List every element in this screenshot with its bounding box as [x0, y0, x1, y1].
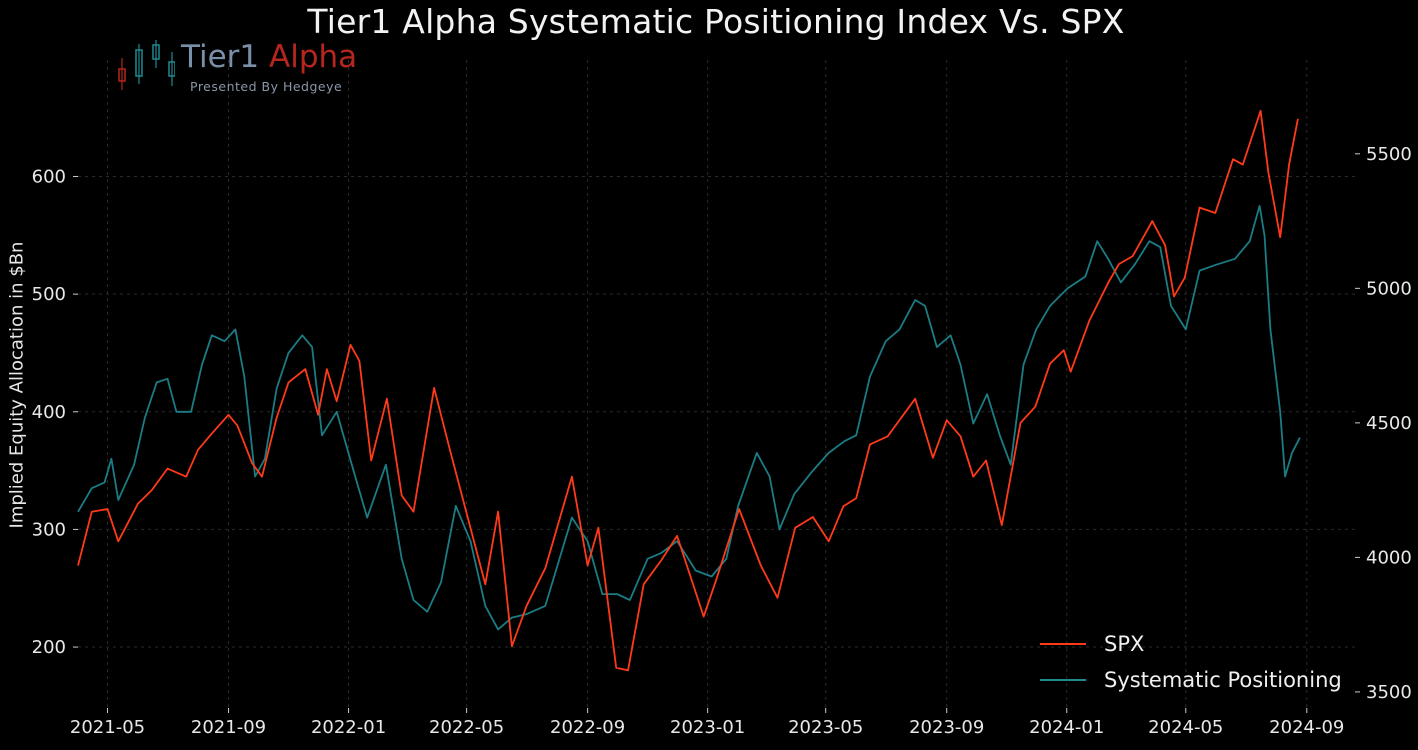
x-tick-label: 2021-05	[70, 717, 145, 738]
x-tick-label: 2023-01	[670, 717, 745, 738]
logo-subtitle: Presented By Hedgeye	[190, 79, 343, 94]
y-tick-label-right: 5000	[1366, 278, 1412, 299]
x-tick-label: 2024-01	[1029, 717, 1104, 738]
y-tick-label-left: 200	[32, 637, 66, 658]
legend-entry-spx: SPX	[1040, 626, 1342, 662]
y-tick-label-right: 3500	[1366, 682, 1412, 703]
grid-lines	[78, 60, 1355, 708]
legend-swatch-systematic	[1040, 679, 1086, 681]
y-tick-label-right: 5500	[1366, 144, 1412, 165]
series-line-systematic	[77, 204, 1301, 631]
chart-title: Tier1 Alpha Systematic Positioning Index…	[307, 2, 1125, 41]
logo-wordmark: Tier1 Alpha	[181, 39, 357, 75]
x-tick-label: 2023-09	[909, 717, 984, 738]
y-tick-label-right: 4500	[1366, 413, 1412, 434]
x-tick-label: 2024-05	[1148, 717, 1223, 738]
y-tick-label-left: 400	[32, 402, 66, 423]
legend-label-systematic: Systematic Positioning	[1104, 668, 1342, 692]
y-tick-label-left: 600	[32, 166, 66, 187]
y-axis-label-left: Implied Equity Allocation in $Bn	[6, 241, 28, 529]
axes: 2021-05 2021-09 2022-01 2022-05 2022-09 2023-…	[32, 144, 1412, 738]
y-tick-label-right: 4000	[1366, 547, 1412, 568]
legend-entry-systematic: Systematic Positioning	[1040, 662, 1342, 698]
legend-label-spx: SPX	[1104, 632, 1145, 656]
x-tick-label: 2023-05	[788, 717, 863, 738]
y-tick-label-left: 500	[32, 284, 66, 305]
logo-brand-tier1: Tier1	[181, 39, 260, 75]
x-tick-label: 2024-09	[1269, 717, 1344, 738]
logo-brand-alpha: Alpha	[269, 39, 358, 75]
tier1-alpha-logo: Tier1 Alpha Presented By Hedgeye	[115, 38, 357, 98]
candlestick-icon	[118, 40, 176, 90]
x-tick-label: 2022-05	[429, 717, 504, 738]
series-line-spx	[77, 109, 1299, 672]
legend-swatch-spx	[1040, 643, 1086, 645]
x-tick-label: 2021-09	[191, 717, 266, 738]
x-tick-label: 2022-01	[311, 717, 386, 738]
chart-legend: SPX Systematic Positioning	[1040, 626, 1342, 698]
y-tick-label-left: 300	[32, 519, 66, 540]
x-tick-label: 2022-09	[550, 717, 625, 738]
series-lines	[77, 109, 1301, 672]
